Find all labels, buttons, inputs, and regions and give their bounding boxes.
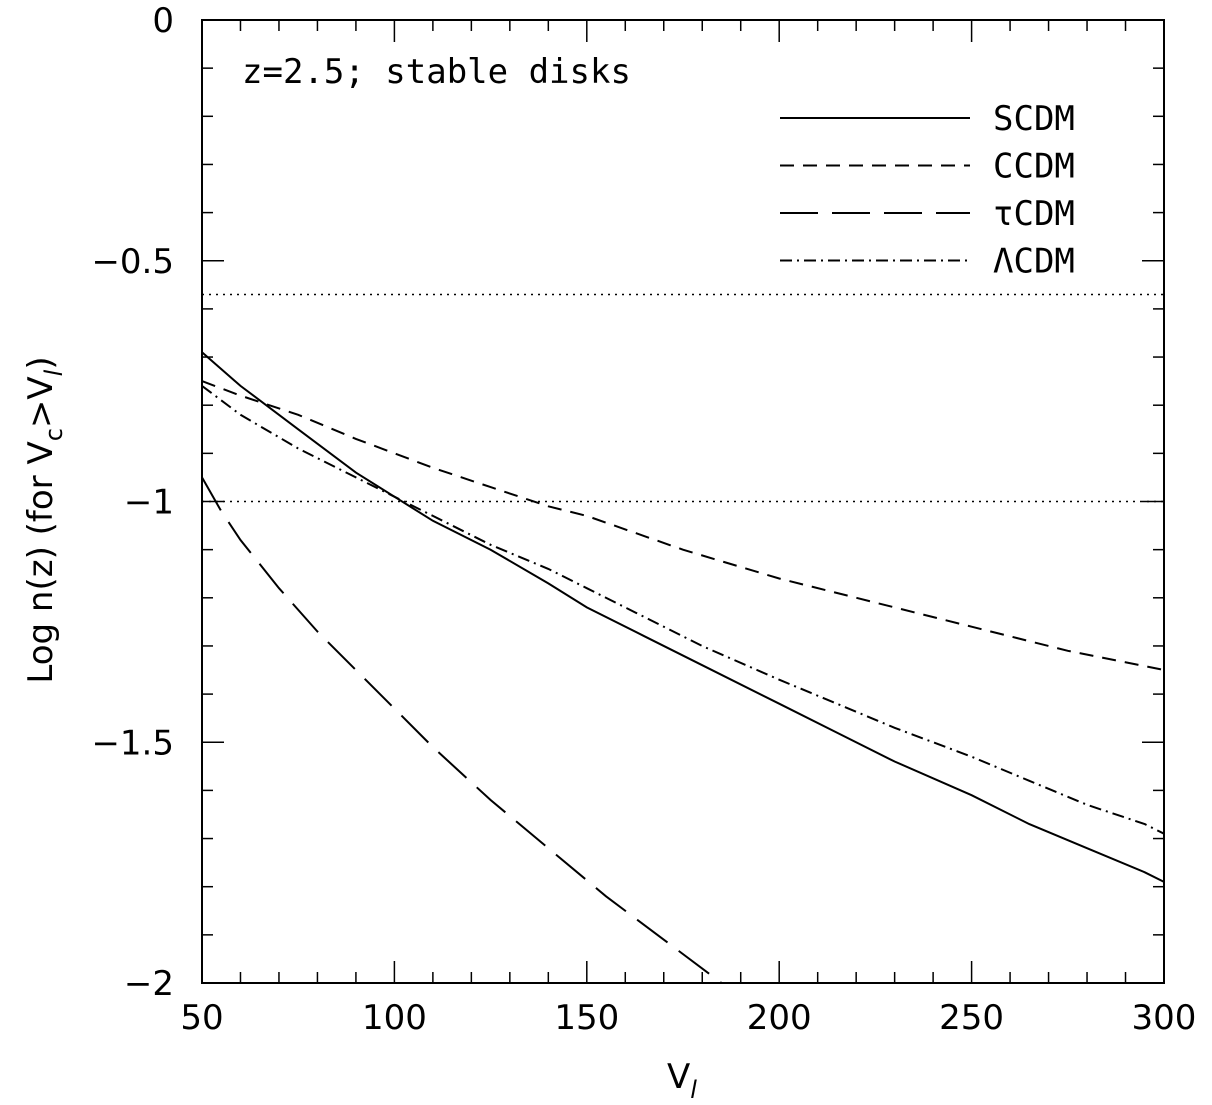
y-axis-title-sub2: l — [40, 369, 68, 376]
y-axis-title-main: Log n(z) (for V — [21, 441, 61, 683]
series-line-long-dash — [201, 476, 723, 984]
plot-area — [201, 19, 1165, 984]
legend-label: CCDM — [993, 147, 1075, 187]
x-axis-title-sub: l — [690, 1076, 697, 1104]
axis-ticks — [201, 19, 1165, 984]
legend: SCDM CCDM τCDM ΛCDM — [780, 99, 1075, 282]
series-line-short-dash — [201, 380, 1165, 671]
series-line-dash-dot — [201, 385, 1165, 835]
series-line-solid — [201, 351, 1165, 883]
legend-label: τCDM — [993, 194, 1075, 234]
y-tick-label: −2 — [124, 964, 174, 1004]
reference-lines — [202, 293, 1164, 503]
y-tick-label: −1 — [124, 483, 174, 523]
x-axis-title-main: V — [667, 1057, 690, 1097]
tick-labels: 50 100 150 200 250 300 −2 −1.5 −1 −0.5 0 — [91, 1, 1196, 1038]
x-tick-label: 200 — [747, 998, 812, 1038]
x-tick-label: 250 — [939, 998, 1004, 1038]
y-axis-title-sub1: c — [40, 428, 68, 441]
x-tick-label: 100 — [362, 998, 427, 1038]
y-tick-label: 0 — [152, 1, 174, 41]
legend-label: SCDM — [993, 99, 1075, 139]
y-axis-title-end: ) — [21, 356, 61, 369]
chart-annotation: z=2.5; stable disks — [242, 52, 631, 92]
y-tick-label: −1.5 — [91, 723, 174, 763]
x-tick-label: 150 — [554, 998, 619, 1038]
legend-label: ΛCDM — [993, 242, 1075, 282]
x-tick-label: 50 — [180, 998, 223, 1038]
y-axis-title-mid: >V — [21, 376, 61, 428]
y-tick-label: −0.5 — [91, 242, 174, 282]
series-lines — [201, 351, 1165, 984]
y-axis-title: Log n(z) (for Vc>Vl) — [21, 356, 68, 683]
x-tick-label: 300 — [1132, 998, 1197, 1038]
x-axis-title: Vl — [667, 1057, 697, 1104]
